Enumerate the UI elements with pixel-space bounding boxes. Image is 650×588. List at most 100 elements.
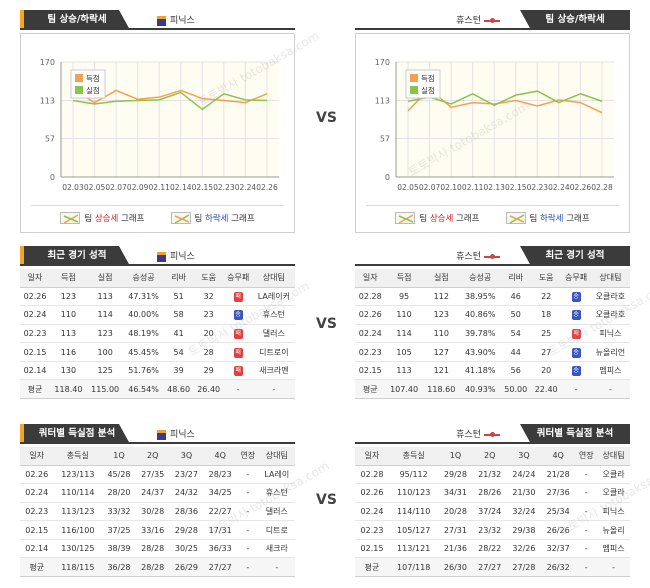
table-cell: 113/121 — [389, 539, 439, 559]
trend-header-right: 휴스턴 팀 상승/하락세 — [355, 10, 630, 30]
table-cell: 125 — [86, 361, 124, 381]
table-cell: - — [561, 379, 591, 400]
table-cell: 58 — [163, 305, 194, 325]
table-row: 02.24 110 114 40.00% 58 23 승 휴스턴 — [20, 305, 295, 325]
column-header: 상대팀 — [258, 447, 295, 466]
loss-badge-icon: 패 — [571, 328, 581, 339]
x-tick-label: 02.23 — [527, 183, 549, 192]
column-header: 승무패 — [223, 269, 253, 288]
table-row: 02.28 95/112 29/28 21/32 24/24 21/28- 오클라 — [355, 465, 630, 485]
x-tick-label: 02.26 — [256, 183, 278, 192]
table-cell: 평균 — [355, 379, 386, 400]
table-cell: 29/28 — [169, 520, 204, 540]
table-cell: - — [223, 379, 253, 400]
result-cell: 승 — [561, 287, 591, 307]
column-header: 득점 — [50, 269, 87, 288]
column-header: 1Q — [438, 447, 473, 466]
table-cell: 멤피스 — [590, 361, 630, 381]
average-row: 평균 107.40 118.60 40.93% 50.00 22.40- - — [355, 379, 630, 400]
table-cell: 130 — [50, 361, 87, 381]
win-badge-icon: 승 — [571, 310, 581, 321]
table-cell: - — [237, 502, 259, 522]
table-cell: 45/28 — [102, 465, 136, 485]
column-header: 연장 — [575, 447, 598, 466]
trend-chart-right: 170 113 57 0 02.05 02.07 02.10 02.11 02.13 02.15 0… — [355, 33, 630, 233]
legend-label: 실점 — [86, 85, 100, 95]
quarter-tab-left: 쿼터별 득실점 분석 — [20, 424, 130, 444]
table-cell: 115.00 — [86, 379, 124, 400]
trend-tab-left: 팀 상승/하락세 — [20, 10, 130, 30]
quarter-table-right: 일자 총득실 1Q 2Q 3Q 4Q 연장 상대팀 02.28 95/112 29/28 21/32 2… — [355, 447, 630, 578]
table-cell: 118.60 — [422, 379, 460, 400]
table-cell: 26.40 — [193, 379, 224, 400]
recent-table-left: 일자 득점 실점 승성공 리바 도움 승무패 상대팀 02.26 123 113 47.31% 51 32… — [20, 269, 295, 400]
column-header: 실점 — [86, 269, 124, 288]
legend-swatch — [410, 86, 418, 94]
x-tick-label: 02.24 — [235, 183, 257, 192]
table-row: 02.15 113/121 21/36 28/22 32/26 32/37- 멤피스 — [355, 539, 630, 559]
table-cell: 113/123 — [53, 502, 103, 522]
column-header: 승무패 — [561, 269, 591, 288]
x-tick-label: 02.11 — [462, 183, 484, 192]
table-cell: 22 — [530, 287, 562, 307]
table-cell: 32/26 — [506, 539, 542, 559]
team-label-left: 피닉스 — [157, 249, 195, 262]
quarter-header-right: 휴스턴 쿼터별 득실점 분석 — [355, 424, 630, 444]
table-row: 02.24 114/110 20/28 37/24 32/24 25/34- 피닉스 — [355, 502, 630, 522]
result-cell: 패 — [223, 324, 253, 344]
table-cell: 평균 — [20, 557, 54, 578]
rockets-logo-icon — [484, 17, 500, 25]
table-cell: 21/28 — [541, 465, 576, 485]
table-cell: 29 — [193, 361, 224, 381]
table-cell: 34/25 — [203, 483, 238, 503]
column-header: 3Q — [506, 447, 542, 466]
table-cell: 34/31 — [438, 483, 473, 503]
table-cell: 02.23 — [20, 502, 54, 522]
table-cell: 110 — [385, 305, 423, 325]
table-cell: - — [237, 520, 259, 540]
table-cell: 02.24 — [355, 502, 389, 522]
x-tick-label: 02.23 — [213, 183, 235, 192]
table-cell: 02.23 — [355, 520, 389, 540]
result-cell: 패 — [223, 287, 253, 307]
table-cell: 디트로 — [258, 520, 295, 540]
up-graph-legend: 팀 상승세 그래프 — [395, 211, 480, 225]
table-cell: 38.95% — [459, 287, 501, 307]
table-cell: LA레이커 — [252, 287, 295, 307]
up-graph-legend: 팀 상승세 그래프 — [60, 211, 145, 225]
trend-panel-left: 팀 상승/하락세 피닉스 170 113 57 0 02.03 02.05 02.07 02.… — [20, 10, 295, 233]
table-cell: 46.54% — [123, 379, 164, 400]
table-cell: 디트로이 — [252, 342, 295, 362]
quarter-header-left: 쿼터별 득실점 분석 피닉스 — [20, 424, 295, 444]
trend-tab-right: 팀 상승/하락세 — [520, 10, 630, 30]
table-cell: 40.86% — [459, 305, 501, 325]
suns-logo-icon — [157, 15, 166, 26]
loss-badge-icon: 패 — [233, 366, 243, 377]
table-cell: 37/24 — [472, 502, 507, 522]
loss-badge-icon: 패 — [233, 328, 243, 339]
y-tick-label: 113 — [40, 97, 55, 106]
table-cell: 21/30 — [506, 483, 542, 503]
y-tick-label: 0 — [50, 173, 55, 182]
table-cell: 110/123 — [389, 483, 439, 503]
y-tick-label: 57 — [45, 134, 55, 143]
table-cell: 123 — [86, 324, 124, 344]
table-cell: - — [575, 465, 598, 485]
table-cell: 평균 — [355, 557, 389, 578]
table-cell: 21/32 — [472, 465, 507, 485]
table-cell: 02.23 — [20, 324, 51, 344]
column-header: 승성공 — [123, 269, 164, 288]
x-tick-label: 02.15 — [192, 183, 214, 192]
x-tick-label: 02.03 — [62, 183, 84, 192]
win-badge-icon: 승 — [571, 291, 581, 302]
legend-swatch — [75, 86, 83, 94]
table-cell: 17/31 — [203, 520, 238, 540]
down-graph-legend: 팀 하락세 그래프 — [505, 211, 590, 225]
table-cell: 27/28 — [506, 557, 542, 578]
table-cell: - — [237, 557, 259, 578]
result-cell: 패 — [223, 361, 253, 381]
table-cell: 113 — [50, 324, 87, 344]
table-cell: 39 — [163, 361, 194, 381]
